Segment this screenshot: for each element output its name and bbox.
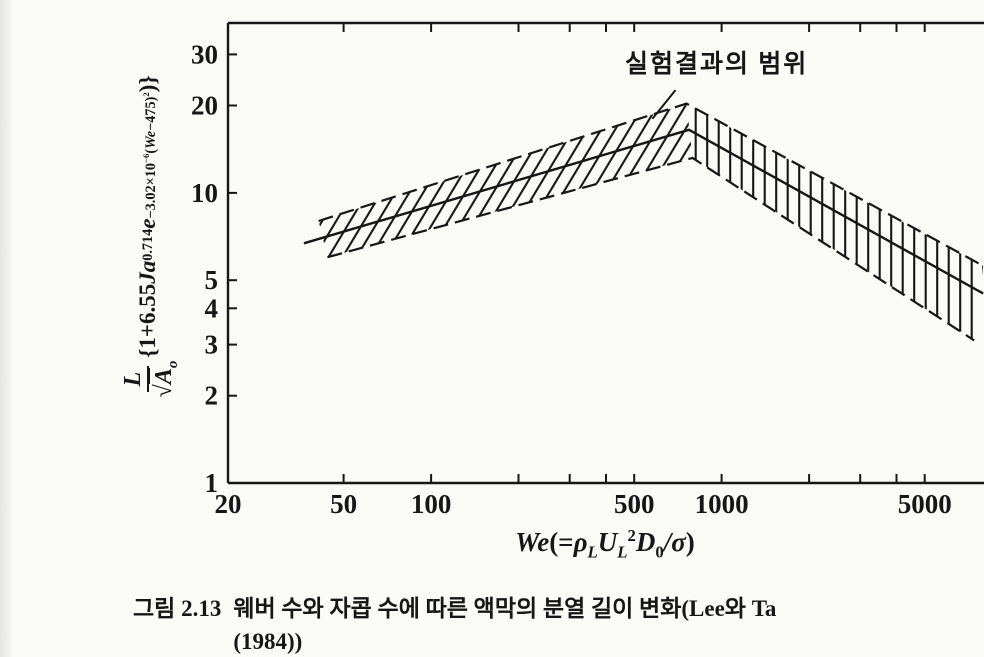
svg-text:20: 20 — [191, 91, 218, 121]
svg-text:500: 500 — [614, 489, 655, 519]
svg-text:4: 4 — [205, 293, 219, 323]
caption-line1: 웨버 수와 자콥 수에 따른 액막의 분열 길이 변화(Lee와 Ta — [233, 596, 777, 621]
band-hatch-falling — [686, 103, 984, 341]
svg-text:10: 10 — [191, 178, 218, 208]
annotation-leader-line — [651, 89, 677, 120]
svg-text:5000: 5000 — [898, 489, 952, 519]
svg-text:50: 50 — [330, 489, 357, 519]
svg-text:30: 30 — [191, 39, 218, 69]
svg-text:5: 5 — [205, 265, 219, 295]
svg-text:20: 20 — [215, 489, 242, 519]
caption-line2: (1984)) — [233, 629, 303, 655]
axis-tick-labels: 20 50 100 500 1000 5000 1 2 3 45 10 20 30 — [191, 39, 952, 519]
band-lower-boundary — [327, 156, 975, 342]
band-hatch-rising — [318, 103, 693, 258]
x-axis-label: We(=ρLUL2D0/σ) — [515, 526, 695, 562]
y-axis-label: L √Ao {1+6.55 Ja 0.714 e −3.02×10−6(We−475)… — [118, 75, 181, 398]
svg-text:1000: 1000 — [695, 489, 749, 519]
svg-text:100: 100 — [411, 489, 452, 519]
figure-caption: 그림 2.13 웨버 수와 자콥 수에 따른 액막의 분열 길이 변화(Lee와… — [133, 592, 776, 657]
figure-number: 그림 2.13 — [133, 596, 222, 621]
band-center-line — [303, 128, 984, 295]
scan-edge — [0, 0, 14, 657]
svg-text:1: 1 — [205, 468, 219, 498]
chart-svg: 20 50 100 500 1000 5000 1 2 3 45 10 20 30 — [191, 21, 984, 519]
band-upper-boundary — [318, 102, 984, 267]
experiment-range-annotation: 실험결과의 범위 — [625, 51, 809, 78]
caption-text: 웨버 수와 자콥 수에 따른 액막의 분열 길이 변화(Lee와 Ta (198… — [233, 592, 776, 657]
svg-text:3: 3 — [205, 330, 219, 360]
axis-ticks — [227, 23, 926, 484]
svg-text:2: 2 — [205, 381, 219, 411]
